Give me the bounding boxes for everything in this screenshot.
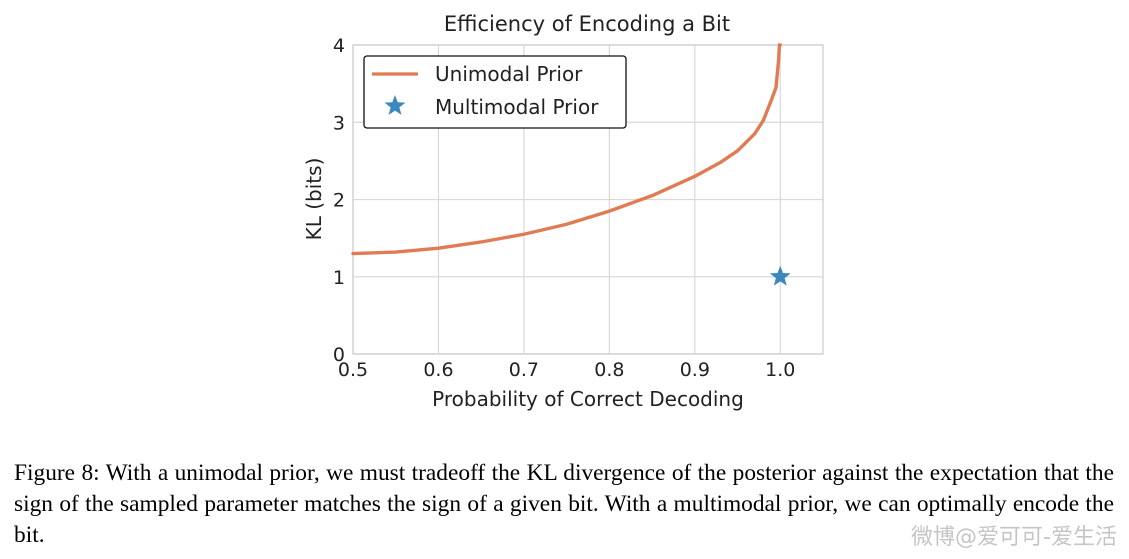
scatter-point-multimodal bbox=[769, 265, 791, 286]
x-axis-label: Probability of Correct Decoding bbox=[432, 387, 744, 411]
legend-label-unimodal: Unimodal Prior bbox=[435, 62, 583, 86]
y-axis-label: KL (bits) bbox=[302, 158, 326, 241]
tick-labels: 0.5 0.6 0.7 0.8 0.9 1.0 0 1 2 3 4 bbox=[333, 35, 795, 381]
x-tick-label: 0.9 bbox=[680, 359, 710, 381]
chart-title: Efficiency of Encoding a Bit bbox=[444, 12, 730, 36]
watermark: 微博@爱可可-爱生活 bbox=[911, 525, 1117, 550]
y-tick-label: 4 bbox=[333, 35, 345, 57]
y-tick-label: 3 bbox=[333, 112, 345, 134]
figure-caption: Figure 8: With a unimodal prior, we must… bbox=[14, 460, 1114, 548]
y-tick-label: 1 bbox=[333, 267, 345, 289]
series bbox=[351, 43, 791, 286]
x-tick-label: 1.0 bbox=[765, 359, 795, 381]
y-tick-label: 0 bbox=[333, 344, 345, 366]
x-tick-label: 0.8 bbox=[594, 359, 624, 381]
x-tick-label: 0.5 bbox=[338, 359, 368, 381]
plot-frame bbox=[352, 44, 824, 355]
legend-star-multimodal bbox=[384, 95, 406, 115]
y-tick-label: 2 bbox=[333, 190, 345, 212]
series-line-unimodal bbox=[351, 43, 782, 256]
legend: Unimodal Prior Multimodal Prior bbox=[363, 55, 627, 129]
x-tick-label: 0.6 bbox=[423, 359, 453, 381]
legend-box bbox=[363, 55, 627, 129]
chart: Efficiency of Encoding a Bit 0.5 0.6 0.7 0.… bbox=[302, 12, 824, 411]
legend-label-multimodal: Multimodal Prior bbox=[435, 95, 599, 119]
x-tick-label: 0.7 bbox=[509, 359, 539, 381]
